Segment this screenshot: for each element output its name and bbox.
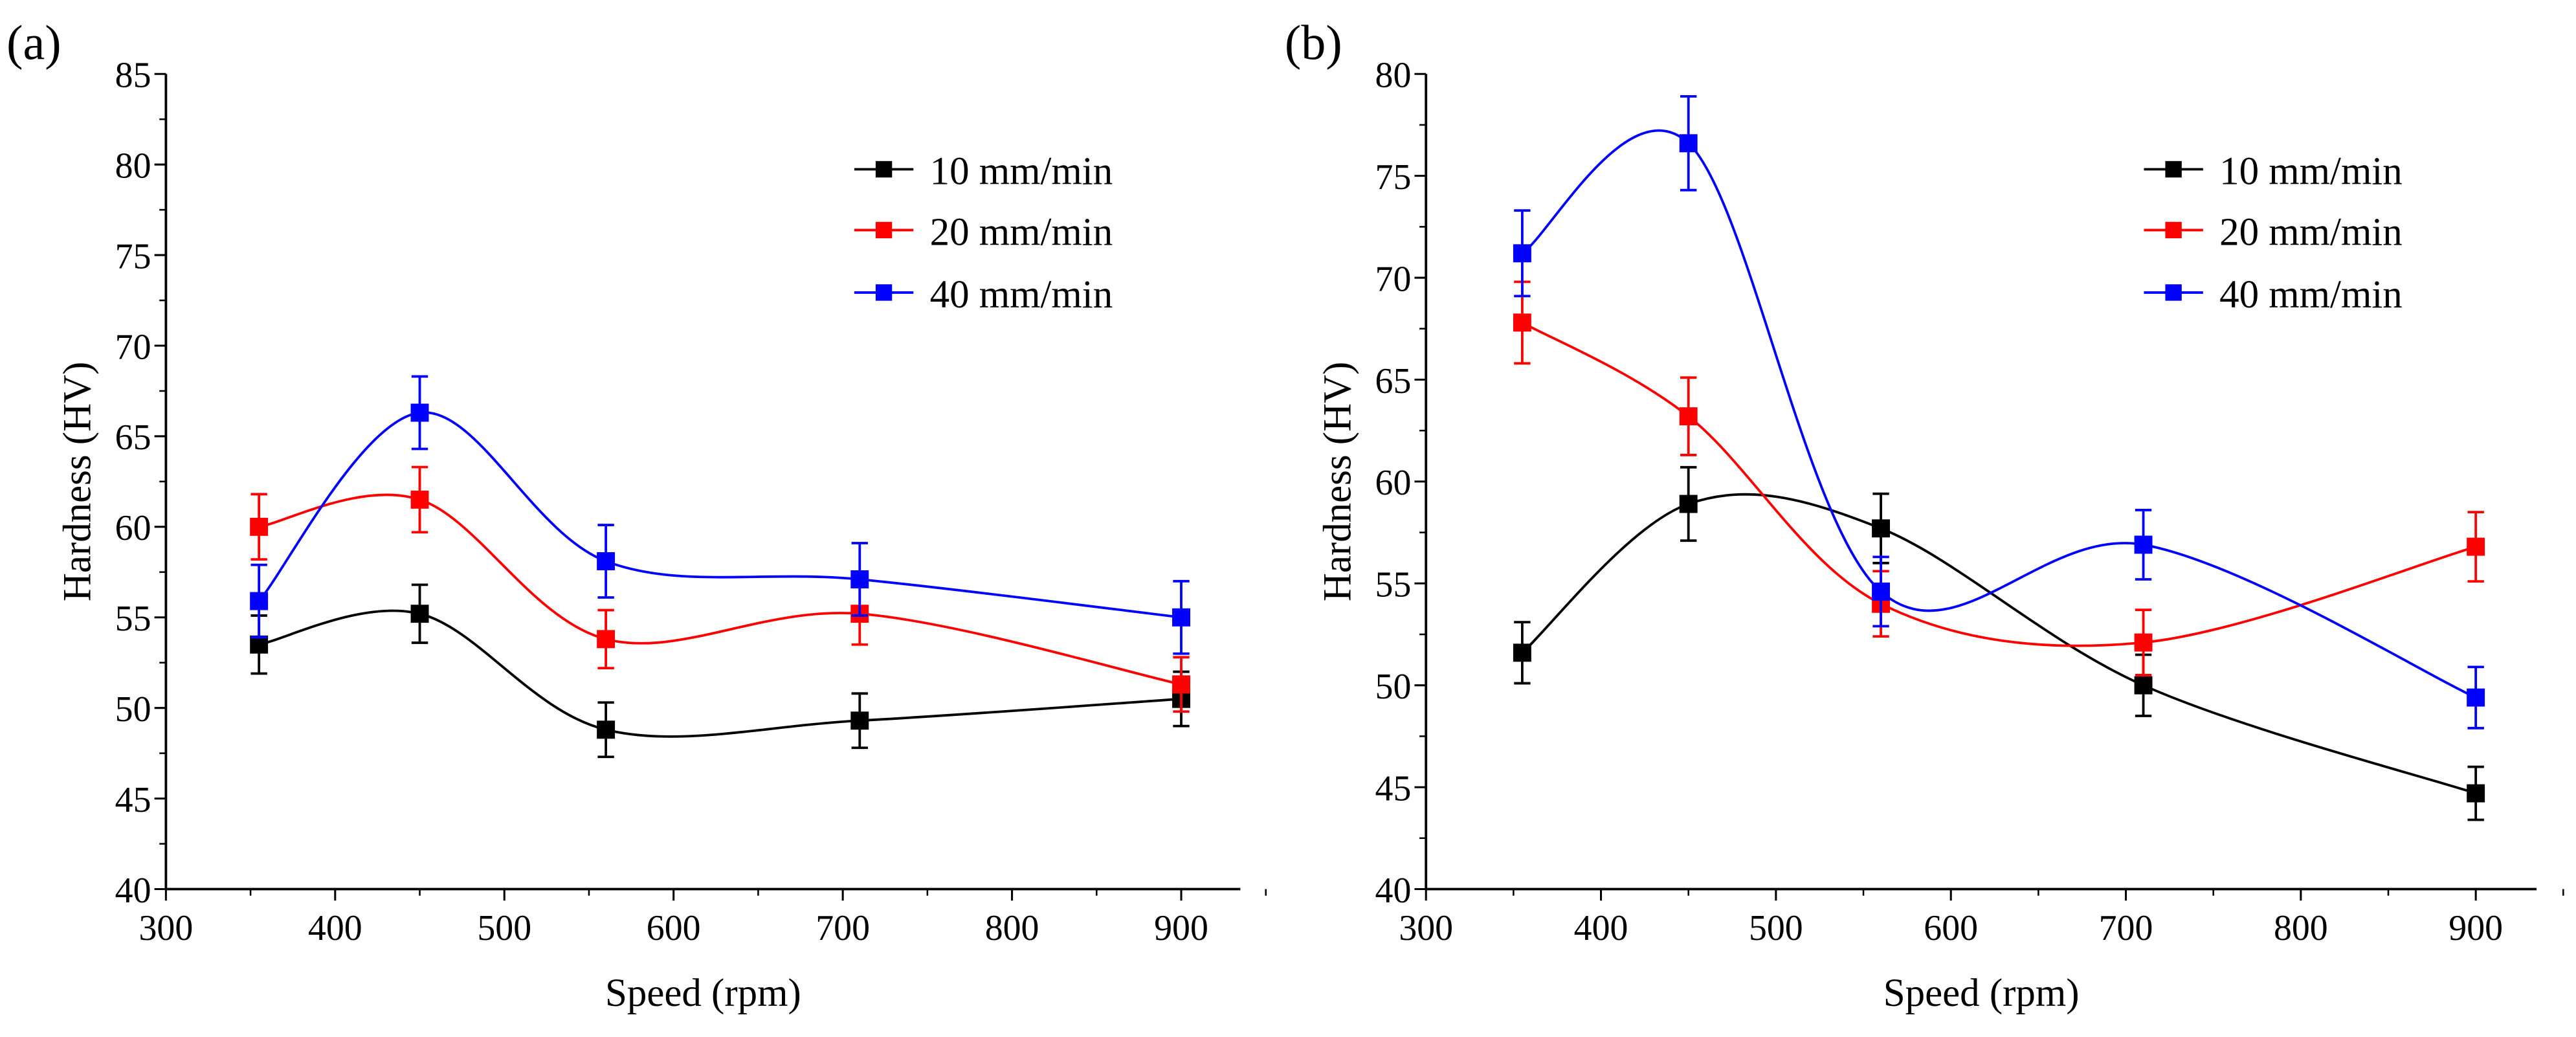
y-tick-label: 70 bbox=[115, 327, 151, 367]
data-point-marker bbox=[1172, 675, 1190, 694]
x-tick-label: 400 bbox=[308, 908, 362, 948]
data-point-marker bbox=[1679, 495, 1698, 513]
legend-label: 40 mm/min bbox=[2219, 273, 2403, 317]
x-tick-label: 800 bbox=[985, 908, 1039, 948]
panel-b-y-axis-label: Hardness (HV) bbox=[1316, 362, 1359, 601]
y-tick-label: 45 bbox=[1375, 768, 1412, 808]
panel-b-x-axis-label: Speed (rpm) bbox=[1883, 972, 2080, 1015]
x-tick-label: 900 bbox=[1154, 908, 1208, 948]
data-point-marker bbox=[410, 605, 429, 623]
x-tick-label: 600 bbox=[1924, 908, 1978, 948]
series-line-1 bbox=[258, 493, 1182, 686]
data-point-marker bbox=[1172, 608, 1190, 627]
data-point-marker bbox=[2134, 633, 2153, 652]
data-point-marker bbox=[1513, 313, 1531, 332]
data-point-marker bbox=[2134, 535, 2153, 554]
y-tick-label: 65 bbox=[115, 418, 151, 458]
legend-label: 20 mm/min bbox=[2219, 210, 2403, 254]
series-line-0 bbox=[1521, 493, 2476, 795]
legend-marker bbox=[875, 161, 893, 178]
data-point-marker bbox=[2467, 784, 2485, 803]
data-point-marker bbox=[1679, 407, 1698, 426]
legend-label: 10 mm/min bbox=[930, 150, 1113, 193]
y-tick-label: 65 bbox=[1375, 361, 1412, 401]
y-tick-label: 40 bbox=[115, 871, 151, 911]
data-point-marker bbox=[850, 570, 869, 588]
data-point-marker bbox=[850, 711, 869, 730]
y-tick-label: 50 bbox=[1375, 667, 1412, 707]
x-tick-label: 300 bbox=[1399, 908, 1453, 948]
y-tick-label: 85 bbox=[115, 56, 151, 96]
data-point-marker bbox=[1872, 519, 1891, 538]
panel-a: (a) Hardness (HV) Speed (rpm) 300 400 500 6… bbox=[6, 16, 1267, 1015]
y-tick-label: 70 bbox=[1375, 259, 1412, 299]
x-tick-label: 800 bbox=[2274, 908, 2328, 948]
legend-label: 40 mm/min bbox=[930, 273, 1113, 317]
data-point-marker bbox=[597, 720, 616, 739]
y-tick-label: 45 bbox=[115, 780, 151, 820]
y-tick-label: 55 bbox=[1375, 565, 1412, 605]
legend-label: 10 mm/min bbox=[2219, 150, 2403, 193]
panel-a-x-axis-label: Speed (rpm) bbox=[605, 972, 801, 1015]
legend-label: 20 mm/min bbox=[930, 210, 1113, 254]
data-point-marker bbox=[250, 592, 269, 610]
legend-marker bbox=[2165, 284, 2182, 301]
data-point-marker bbox=[1513, 643, 1531, 662]
y-tick-label: 75 bbox=[1375, 157, 1412, 197]
y-tick-label: 55 bbox=[115, 599, 151, 639]
data-point-marker bbox=[597, 630, 616, 649]
series-line-2 bbox=[258, 411, 1182, 619]
panel-b-label: (b) bbox=[1285, 16, 1342, 70]
data-point-marker bbox=[597, 552, 616, 570]
data-point-marker bbox=[2467, 537, 2485, 556]
y-tick-label: 80 bbox=[1375, 56, 1412, 96]
data-point-marker bbox=[1872, 582, 1891, 601]
legend-marker bbox=[2165, 221, 2182, 239]
x-tick-label: 500 bbox=[1749, 908, 1803, 948]
y-tick-label: 80 bbox=[115, 146, 151, 186]
y-tick-label: 50 bbox=[115, 689, 151, 730]
data-point-marker bbox=[410, 403, 429, 422]
panel-b: (b) Hardness (HV) Speed (rpm) 300 400 500 6… bbox=[1285, 16, 2564, 1015]
data-point-marker bbox=[250, 517, 269, 536]
y-tick-label: 40 bbox=[1375, 871, 1412, 911]
series-line-1 bbox=[1521, 321, 2476, 647]
x-tick-label: 600 bbox=[647, 908, 701, 948]
y-tick-label: 60 bbox=[115, 508, 151, 548]
x-tick-label: 400 bbox=[1574, 908, 1628, 948]
data-point-marker bbox=[1679, 134, 1698, 153]
x-tick-label: 500 bbox=[477, 908, 531, 948]
x-tick-label: 700 bbox=[816, 908, 870, 948]
data-point-marker bbox=[2467, 688, 2485, 707]
data-point-marker bbox=[410, 490, 429, 509]
data-point-marker bbox=[1513, 244, 1531, 263]
x-tick-label: 300 bbox=[139, 908, 193, 948]
legend-marker bbox=[875, 221, 893, 239]
y-tick-label: 75 bbox=[115, 236, 151, 276]
series-line-0 bbox=[258, 609, 1182, 738]
panel-a-label: (a) bbox=[6, 16, 61, 70]
legend-marker bbox=[2165, 161, 2182, 178]
panel-a-y-axis-label: Hardness (HV) bbox=[56, 362, 100, 601]
x-tick-label: 700 bbox=[2099, 908, 2153, 948]
legend-marker bbox=[875, 284, 893, 301]
y-tick-label: 60 bbox=[1375, 463, 1412, 503]
data-point-marker bbox=[2134, 676, 2153, 695]
x-tick-label: 900 bbox=[2448, 908, 2503, 948]
